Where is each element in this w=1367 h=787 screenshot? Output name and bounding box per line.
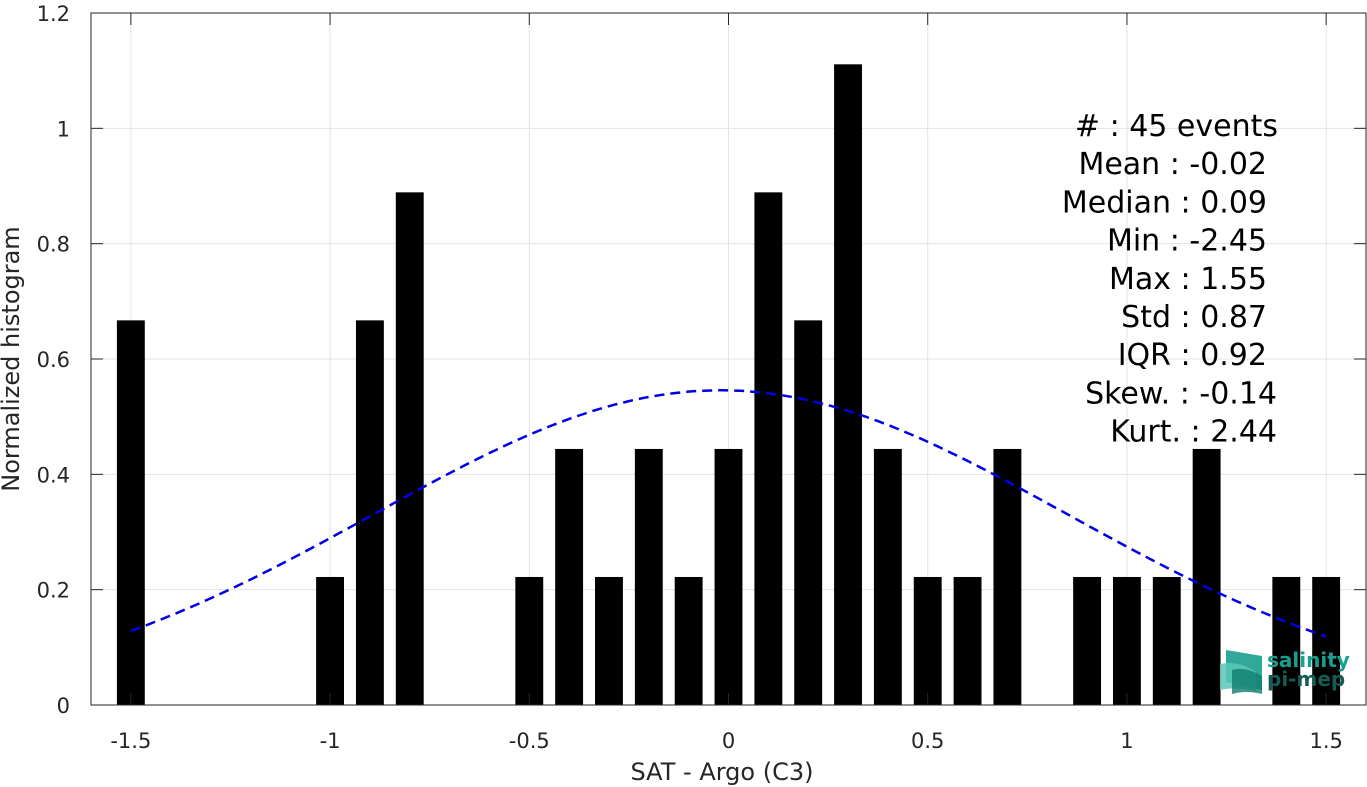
histogram-bar: [1073, 576, 1102, 705]
stat-line: Mean : -0.02: [1078, 147, 1267, 182]
histogram-bar: [634, 448, 663, 705]
histogram-bar: [1112, 576, 1141, 705]
salinity-pi-mep-logo: salinity pi-mep: [1220, 648, 1350, 694]
y-tick-label: 1.2: [37, 2, 70, 26]
logo-text-pi-mep: pi-mep: [1267, 667, 1345, 691]
stat-line: Kurt. : 2.44: [1110, 415, 1277, 450]
histogram-bar: [993, 448, 1022, 705]
x-tick-label: 0.5: [911, 729, 944, 753]
y-tick-label: 0: [57, 694, 70, 718]
x-tick-label: -1: [320, 729, 341, 753]
histogram-bar: [674, 576, 703, 705]
histogram-bar: [395, 192, 424, 706]
stat-line: Max : 1.55: [1109, 262, 1267, 297]
histogram-bar: [714, 448, 743, 705]
x-tick-label: 1.5: [1309, 729, 1342, 753]
histogram-bar: [1152, 576, 1181, 705]
histogram-bar: [355, 320, 384, 705]
histogram-bar: [953, 576, 982, 705]
histogram-bar: [794, 320, 823, 705]
stat-line: Skew. : -0.14: [1085, 376, 1277, 411]
histogram-bar: [555, 448, 584, 705]
logo-text-salinity: salinity: [1267, 648, 1350, 672]
y-tick-label: 1: [57, 117, 70, 141]
histogram-bar: [1312, 576, 1341, 705]
x-tick-label: -0.5: [509, 729, 550, 753]
histogram-bar: [515, 576, 544, 705]
histogram-bars: [116, 64, 1341, 706]
x-tick-label: 1: [1120, 729, 1133, 753]
y-axis-label: Normalized histogram: [0, 226, 25, 491]
stat-line: Median : 0.09: [1062, 185, 1267, 220]
histogram-bar: [834, 64, 862, 705]
histogram-bar: [1192, 448, 1221, 705]
stat-line: Std : 0.87: [1121, 300, 1267, 335]
logo-wave-icon: [1220, 650, 1262, 694]
x-tick-label: -1.5: [110, 729, 151, 753]
x-axis-label: SAT - Argo (C3): [631, 758, 814, 786]
histogram-bar: [913, 576, 942, 705]
x-tick-label: 0: [722, 729, 735, 753]
histogram-bar: [1272, 576, 1301, 705]
axis-ticks: [91, 12, 1366, 706]
stat-line: # : 45 events: [1075, 109, 1278, 144]
y-tick-label: 0.8: [37, 233, 70, 257]
histogram-bar: [873, 448, 902, 705]
x-tick-labels: -1.5 -1 -0.5 0 0.5 1 1.5: [110, 729, 1343, 753]
histogram-bar: [595, 576, 623, 705]
stat-line: Min : -2.45: [1107, 224, 1267, 259]
histogram-bar: [116, 320, 145, 705]
histogram-bar: [316, 576, 345, 705]
y-tick-label: 0.4: [37, 463, 70, 487]
y-tick-label: 0.6: [37, 348, 70, 372]
y-tick-label: 0.2: [37, 579, 70, 603]
histogram-bar: [754, 192, 783, 706]
y-tick-labels: 0 0.2 0.4 0.6 0.8 1 1.2: [37, 2, 70, 718]
stat-line: IQR : 0.92: [1118, 338, 1267, 373]
